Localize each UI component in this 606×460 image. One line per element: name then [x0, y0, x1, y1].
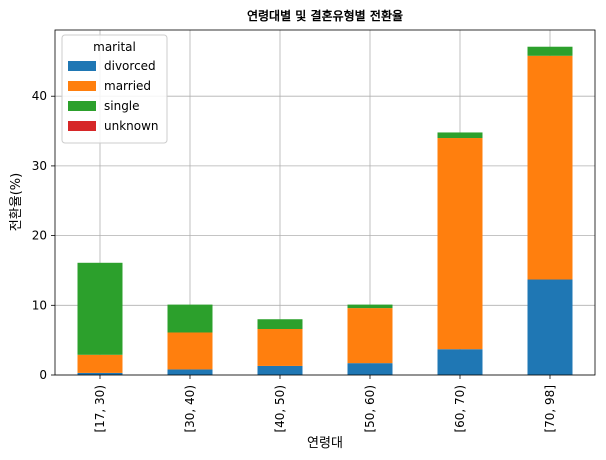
legend-swatch-married	[68, 81, 96, 91]
x-axis-ticks: [17, 30) [30, 40) [40, 50) [50, 60) [60, 70)…	[93, 375, 557, 433]
legend-title: marital	[93, 40, 136, 54]
y-axis-ticks: 0 10 20 30 40	[32, 89, 55, 382]
bar-single	[437, 132, 483, 139]
bar-single	[257, 319, 303, 329]
legend: marital divorced married single unknown	[61, 34, 168, 144]
bar-single	[527, 46, 573, 56]
bar-married	[527, 55, 573, 280]
bar-married	[347, 308, 393, 364]
bar-divorced	[527, 279, 573, 375]
chart-title: 연령대별 및 결혼유형별 전환율	[247, 8, 403, 23]
x-tick-label: [50, 60)	[363, 385, 377, 433]
legend-label-married: married	[104, 79, 151, 93]
bar-divorced	[257, 365, 303, 375]
bar-married	[167, 332, 213, 370]
bar-married	[257, 329, 303, 366]
y-tick-label: 20	[32, 229, 47, 243]
y-tick-label: 30	[32, 159, 47, 173]
x-tick-label: [60, 70)	[453, 385, 467, 433]
bar-married	[77, 354, 123, 373]
bar-single	[347, 304, 393, 309]
bar-divorced	[437, 349, 483, 375]
bars-group	[77, 46, 573, 375]
x-tick-label: [17, 30)	[93, 385, 107, 433]
bar-married	[437, 138, 483, 350]
bar-single	[167, 304, 213, 333]
legend-swatch-divorced	[68, 61, 96, 71]
y-tick-label: 0	[39, 368, 47, 382]
legend-label-unknown: unknown	[104, 119, 159, 133]
bar-divorced	[347, 363, 393, 375]
bar-divorced	[77, 372, 123, 375]
bar-single	[77, 262, 123, 355]
legend-swatch-single	[68, 101, 96, 111]
y-tick-label: 10	[32, 298, 47, 312]
plot-frame	[54, 29, 596, 376]
bar-divorced	[167, 369, 213, 375]
x-tick-label: [40, 50)	[273, 385, 287, 433]
legend-label-single: single	[104, 99, 140, 113]
y-tick-label: 40	[32, 89, 47, 103]
legend-swatch-unknown	[68, 121, 96, 131]
x-tick-label: [30, 40)	[183, 385, 197, 433]
x-axis-label: 연령대	[307, 436, 343, 451]
y-axis-label: 전환율(%)	[9, 173, 24, 231]
legend-label-divorced: divorced	[104, 59, 156, 73]
x-tick-label: [70, 98]	[543, 385, 557, 433]
